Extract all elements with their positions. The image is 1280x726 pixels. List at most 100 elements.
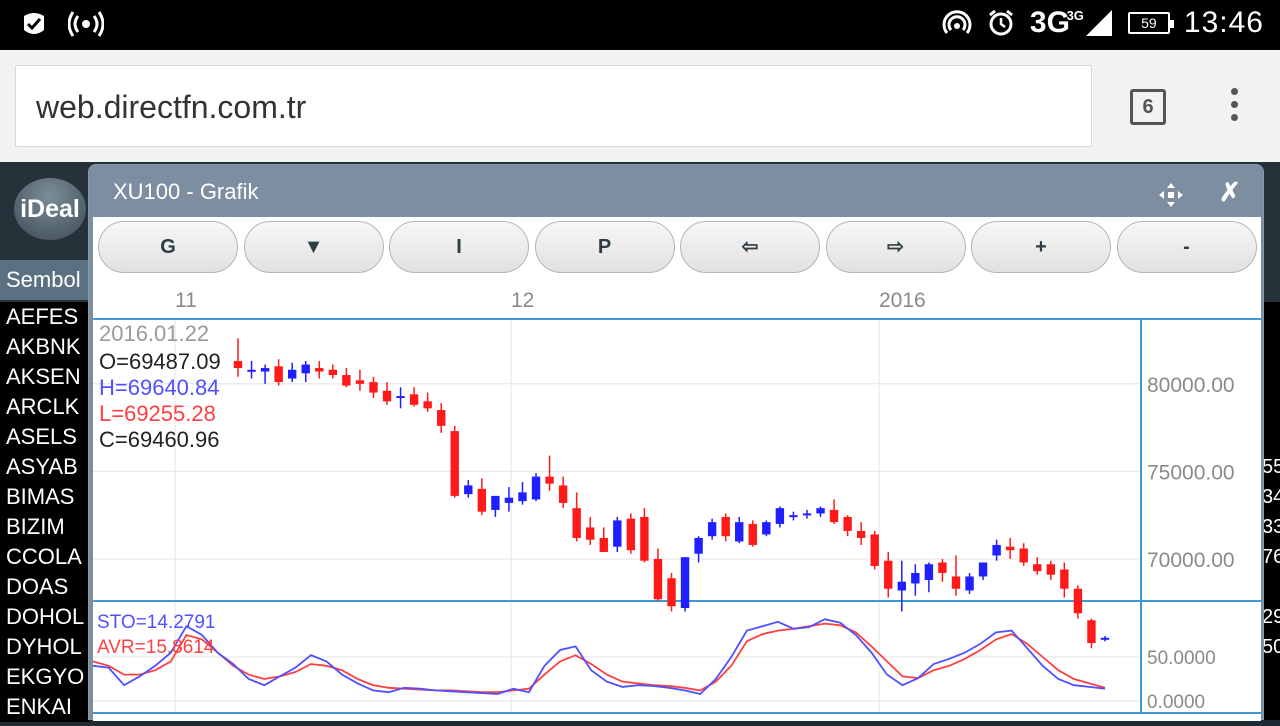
symbol-row[interactable]: ARCLK xyxy=(6,394,80,419)
value-cell xyxy=(1262,692,1280,722)
candle-up xyxy=(992,544,1001,556)
zoom-out-button[interactable]: - xyxy=(1116,221,1257,273)
candle-down xyxy=(315,368,324,372)
down-arrow-button[interactable]: ▼ xyxy=(243,221,384,273)
signal-icon xyxy=(1085,10,1112,36)
candle-down xyxy=(572,508,581,538)
time-axis-label: 2016 xyxy=(879,289,926,312)
symbol-row[interactable]: CCOLA xyxy=(6,544,82,569)
url-bar[interactable]: web.directfn.com.tr xyxy=(15,65,1092,147)
candle-up xyxy=(287,369,297,379)
candle-down xyxy=(1073,588,1083,614)
candle-up xyxy=(707,522,717,537)
time-axis-label: 12 xyxy=(511,289,534,312)
candle-down xyxy=(667,578,676,607)
candle-up xyxy=(802,513,812,516)
clock: 13:46 xyxy=(1183,6,1264,39)
sto-axis-label: 50.0000 xyxy=(1147,648,1216,669)
g-button[interactable]: G xyxy=(98,221,238,273)
candle-down xyxy=(586,527,595,540)
value-cell: 76 xyxy=(1262,546,1280,568)
candle-up xyxy=(911,572,920,584)
sto-line xyxy=(92,618,1106,695)
symbol-list: AEFES AKBNK AKSEN ARCLK ASELS ASYAB BIMAS BIZIM… xyxy=(0,302,90,722)
value-cell xyxy=(1262,572,1280,602)
candle-down xyxy=(884,560,893,589)
candle-up xyxy=(978,562,988,577)
notification-check-icon xyxy=(24,13,44,34)
ideal-logo[interactable]: iDeal xyxy=(14,178,86,240)
value-column-strip: 55 34 33 76 29 50 xyxy=(1262,302,1280,720)
chart-toolbar: G ▼ I P ⇦ ⇨ + - xyxy=(93,217,1261,279)
avr-line xyxy=(92,622,1106,694)
network-type: 3G 3G xyxy=(1029,6,1084,39)
candle-down xyxy=(951,576,961,589)
info-open: O=69487.09 xyxy=(99,349,221,374)
price-axis-label: 70000.00 xyxy=(1147,549,1235,572)
candle-down xyxy=(342,375,351,386)
p-button[interactable]: P xyxy=(534,221,675,273)
candle-up xyxy=(735,522,744,542)
value-cell: 55 xyxy=(1262,456,1280,478)
time-axis-label: 11 xyxy=(175,289,197,312)
i-button[interactable]: I xyxy=(389,221,529,273)
symbol-row[interactable]: DOAS xyxy=(6,574,69,599)
candle-up xyxy=(504,497,514,503)
tab-switcher-button[interactable]: 6 xyxy=(1130,89,1166,125)
candle-up xyxy=(491,495,500,510)
symbol-row[interactable]: BIZIM xyxy=(6,514,65,539)
candle-down xyxy=(938,562,947,573)
symbol-row[interactable]: AKSEN xyxy=(6,364,81,389)
zoom-in-button[interactable]: + xyxy=(971,221,1111,273)
candle-down xyxy=(409,394,419,405)
candle-down xyxy=(545,476,554,484)
symbol-row[interactable]: ASELS xyxy=(6,424,77,449)
battery-icon: 59 xyxy=(1127,12,1174,34)
candle-down xyxy=(450,431,459,496)
candle-up xyxy=(247,369,256,372)
symbol-row[interactable]: EKGYO xyxy=(6,664,85,689)
value-cell xyxy=(1262,302,1280,332)
symbol-row[interactable]: AEFES xyxy=(6,304,79,329)
candle-down xyxy=(1060,569,1069,589)
symbol-row[interactable]: DOHOL xyxy=(6,604,85,629)
symbol-row[interactable]: AKBNK xyxy=(6,334,81,359)
candle-down xyxy=(721,516,730,537)
sto-axis-label: 0.0000 xyxy=(1147,692,1205,713)
candle-down xyxy=(653,558,663,600)
candle-down xyxy=(1087,620,1096,644)
move-icon[interactable] xyxy=(1157,181,1185,209)
candle-down xyxy=(437,410,446,426)
symbol-row[interactable]: BIMAS xyxy=(6,484,75,509)
scroll-left-button[interactable]: ⇦ xyxy=(680,221,820,273)
candlestick-chart[interactable]: 11 12 2016 80000.00 75000.00 70000.00 2016.01.… xyxy=(92,279,1261,721)
candle-up xyxy=(789,515,798,518)
candle-up xyxy=(680,557,690,609)
candle-down xyxy=(856,530,866,538)
candle-down xyxy=(870,534,879,566)
value-cell xyxy=(1262,332,1280,362)
overflow-menu-icon[interactable] xyxy=(1224,88,1244,128)
symbol-row[interactable]: DYHOL xyxy=(6,634,82,659)
chart-panel: G ▼ I P ⇦ ⇨ + - 11 12 2016 80000.00 75000.00 70000.0… xyxy=(92,217,1261,721)
candle-down xyxy=(640,516,649,561)
hotspot-icon xyxy=(68,11,104,37)
info-low: L=69255.28 xyxy=(99,401,216,426)
candle-up xyxy=(694,537,703,554)
candle-up xyxy=(775,508,785,524)
candle-down xyxy=(369,382,378,393)
symbol-row[interactable]: ENKAI xyxy=(6,694,73,719)
scroll-right-button[interactable]: ⇨ xyxy=(825,221,966,273)
value-cell xyxy=(1262,662,1280,692)
status-bar: 3G 3G 59 13:46 xyxy=(0,0,1280,50)
candle-up xyxy=(897,581,906,591)
candle-up xyxy=(1100,637,1110,640)
chart-window: XU100 - Grafik ✗ G ▼ I P ⇦ ⇨ + - 11 12 2016 80000.… xyxy=(88,164,1264,721)
candle-down xyxy=(233,361,243,369)
close-icon[interactable]: ✗ xyxy=(1219,177,1241,207)
symbol-row[interactable]: ASYAB xyxy=(6,454,78,479)
alarm-icon xyxy=(988,9,1013,36)
symbol-column-header[interactable]: Sembol xyxy=(0,260,90,300)
candle-down xyxy=(1019,548,1028,563)
candle-down xyxy=(626,518,636,551)
